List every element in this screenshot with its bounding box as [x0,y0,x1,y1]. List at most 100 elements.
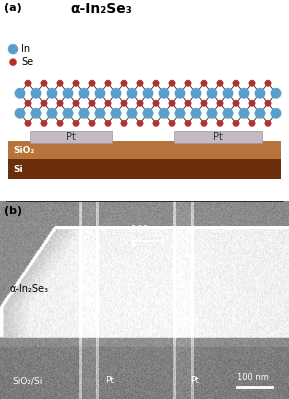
Circle shape [143,88,153,99]
Circle shape [153,80,159,87]
Circle shape [63,88,73,99]
Circle shape [137,80,143,87]
Circle shape [63,108,73,119]
Circle shape [121,120,127,126]
Circle shape [137,120,143,126]
Circle shape [207,108,217,119]
Circle shape [111,108,121,119]
Circle shape [265,80,271,87]
Circle shape [233,120,239,126]
Circle shape [249,120,255,126]
Circle shape [271,88,281,99]
Circle shape [25,120,31,126]
Circle shape [105,120,111,126]
Circle shape [73,100,79,107]
Circle shape [249,80,255,87]
Circle shape [239,88,249,99]
Circle shape [73,120,79,126]
Circle shape [255,88,265,99]
Text: 100 nm: 100 nm [237,373,269,382]
Text: Pt: Pt [66,132,76,142]
Circle shape [201,80,207,87]
Circle shape [95,108,105,119]
Circle shape [185,120,191,126]
Bar [174,131,262,143]
Circle shape [105,100,111,107]
Text: 100 nm: 100 nm [131,225,165,233]
Text: Se: Se [21,57,33,67]
Circle shape [191,108,201,119]
Circle shape [105,80,111,87]
Text: Pt: Pt [190,376,199,385]
Circle shape [217,120,223,126]
Circle shape [41,100,47,107]
Circle shape [223,88,233,99]
Circle shape [95,88,105,99]
Circle shape [185,80,191,87]
Circle shape [217,80,223,87]
Circle shape [175,88,185,99]
Circle shape [111,88,121,99]
Text: SiO₂/Si: SiO₂/Si [12,376,42,385]
Text: Pt: Pt [213,132,223,142]
Circle shape [73,80,79,87]
Circle shape [153,100,159,107]
Circle shape [57,120,63,126]
Circle shape [159,88,169,99]
Circle shape [233,80,239,87]
Circle shape [185,100,191,107]
Circle shape [127,88,137,99]
Text: (b): (b) [4,205,22,215]
Circle shape [121,80,127,87]
Circle shape [265,100,271,107]
Text: In: In [21,44,30,54]
Text: Pt: Pt [105,376,114,385]
Bar [8,159,281,180]
Circle shape [8,44,18,54]
Circle shape [271,108,281,119]
Circle shape [127,108,137,119]
Circle shape [31,88,41,99]
Circle shape [25,80,31,87]
Text: Si: Si [13,165,23,174]
Circle shape [201,100,207,107]
Circle shape [79,88,89,99]
Circle shape [10,59,16,66]
Circle shape [31,108,41,119]
Bar [30,131,112,143]
Circle shape [169,100,175,107]
Circle shape [169,80,175,87]
Text: α-In₂Se₃: α-In₂Se₃ [10,284,49,294]
Circle shape [137,100,143,107]
Circle shape [47,88,57,99]
Text: SiO₂: SiO₂ [13,146,34,155]
Circle shape [233,100,239,107]
Circle shape [25,100,31,107]
Circle shape [201,120,207,126]
Circle shape [223,108,233,119]
Circle shape [57,80,63,87]
Circle shape [89,80,95,87]
Circle shape [41,120,47,126]
Circle shape [57,100,63,107]
Circle shape [47,108,57,119]
Text: (a): (a) [4,3,22,13]
Bar [8,141,281,159]
Circle shape [255,108,265,119]
Circle shape [15,88,25,99]
Circle shape [191,88,201,99]
Circle shape [15,108,25,119]
Circle shape [217,100,223,107]
Circle shape [207,88,217,99]
Circle shape [89,120,95,126]
Text: α-In₂Se₃: α-In₂Se₃ [70,2,132,16]
Circle shape [153,120,159,126]
Circle shape [89,100,95,107]
Circle shape [265,120,271,126]
Circle shape [121,100,127,107]
Circle shape [159,108,169,119]
Circle shape [41,80,47,87]
Circle shape [169,120,175,126]
Circle shape [239,108,249,119]
Circle shape [249,100,255,107]
